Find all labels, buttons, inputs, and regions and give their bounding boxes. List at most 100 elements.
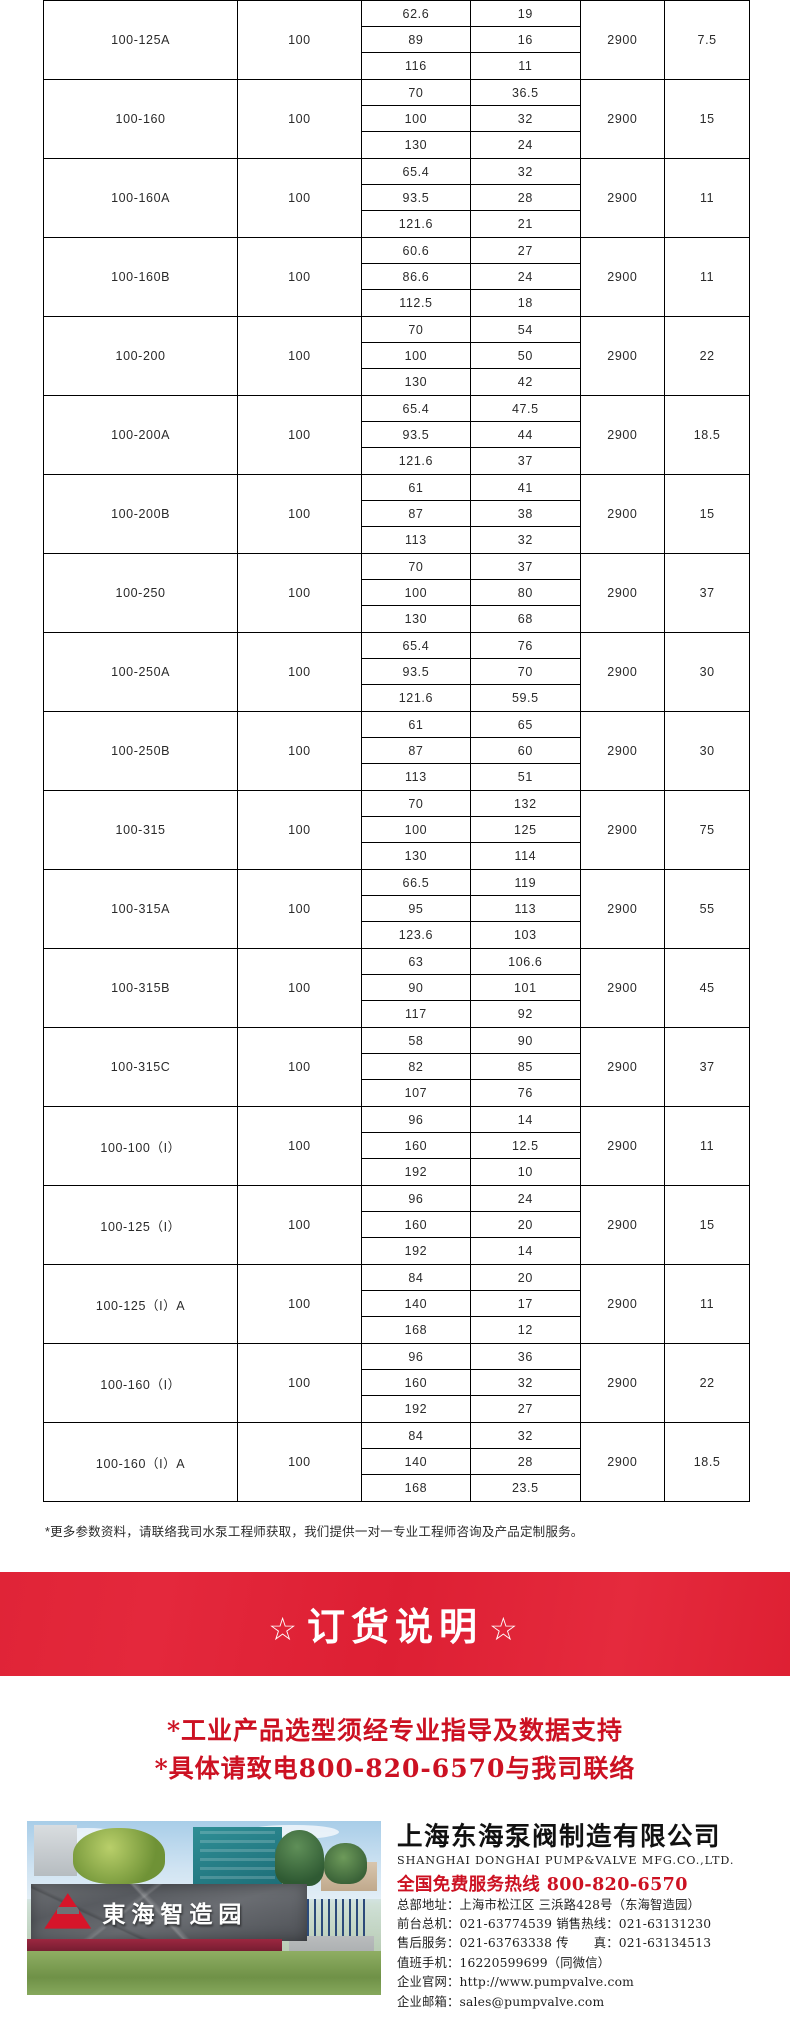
order-notice: *工业产品选型须经专业指导及数据支持 *具体请致电800-820-6570与我司… [0, 1676, 790, 1816]
cell-head-value: 42 [517, 375, 533, 389]
cell-flow: 96 160 192 [360, 1185, 472, 1265]
table-row: 100-160（I）A 100 84 140 168 32 28 23.5 2900 18.5 [42, 1422, 750, 1502]
cell-head-value: 65 [471, 712, 580, 738]
cell-model: 100-250 [42, 553, 239, 633]
cell-head-value: 27 [471, 238, 580, 264]
cell-head-value: 12.5 [471, 1133, 580, 1159]
table-row: 100-200 100 70 100 130 54 50 42 2900 22 [42, 316, 750, 396]
cell-model: 100-160 [42, 79, 239, 159]
cell-speed: 2900 [579, 1106, 666, 1186]
cell-head: 20 17 12 [470, 1264, 581, 1344]
cell-flow-value: 66.5 [361, 870, 471, 896]
cell-head-value: 85 [471, 1054, 580, 1080]
table-footnote: *更多参数资料，请联络我司水泵工程师获取，我们提供一对一专业工程师咨询及产品定制… [45, 1525, 584, 1539]
cell-head-value: 114 [514, 849, 537, 863]
cell-power: 37 [664, 1027, 750, 1107]
cell-head: 32 28 23.5 [470, 1422, 581, 1502]
cell-power: 55 [664, 869, 750, 949]
cell-diameter: 100 [237, 79, 362, 159]
cell-diameter: 100 [237, 1185, 362, 1265]
cell-speed: 2900 [579, 1422, 666, 1502]
table-row: 100-125A 100 62.6 89 116 19 16 11 2900 7.5 [42, 0, 750, 80]
cell-flow-value: 65.4 [361, 396, 471, 422]
cell-head-value: 68 [517, 612, 533, 626]
cell-flow-value: 70 [361, 791, 471, 817]
cell-flow-value: 63 [361, 949, 471, 975]
spec-table-container: 100-125A 100 62.6 89 116 19 16 11 2900 7.5 100-160… [42, 0, 750, 1502]
cell-model: 100-160（I）A [42, 1422, 239, 1502]
cell-flow-value: 60.6 [361, 238, 471, 264]
company-duty-mobile: 值班手机：16220599699（同微信） [397, 1955, 611, 1970]
cell-speed: 2900 [579, 1343, 666, 1423]
cell-head-value: 32 [471, 106, 580, 132]
cell-speed: 2900 [579, 158, 666, 238]
cell-diameter: 100 [237, 632, 362, 712]
cell-flow-value: 121.6 [398, 217, 434, 231]
cell-model: 100-125A [42, 0, 239, 80]
table-row: 100-200B 100 61 87 113 41 38 32 2900 15 [42, 474, 750, 554]
cell-head-value: 47.5 [471, 396, 580, 422]
cell-model: 100-200B [42, 474, 239, 554]
cell-head-value: 54 [471, 317, 580, 343]
cell-head-value: 12 [517, 1323, 533, 1337]
cell-flow: 66.5 95 123.6 [360, 869, 472, 949]
cell-diameter: 100 [237, 1422, 362, 1502]
cell-head-value: 11 [518, 59, 533, 73]
cell-power: 75 [664, 790, 750, 870]
cell-flow-value: 70 [361, 317, 471, 343]
cell-power: 11 [664, 158, 750, 238]
table-row: 100-160A 100 65.4 93.5 121.6 32 28 21 2900 11 [42, 158, 750, 238]
cell-speed: 2900 [579, 79, 666, 159]
cell-flow-value: 192 [404, 1244, 428, 1258]
cell-head-value: 20 [471, 1265, 580, 1291]
cell-flow: 65.4 93.5 121.6 [360, 158, 472, 238]
cell-diameter: 100 [237, 1027, 362, 1107]
cell-flow: 61 87 113 [360, 711, 472, 791]
cell-head-value: 28 [471, 185, 580, 211]
cell-model: 100-200 [42, 316, 239, 396]
cell-head: 132 125 114 [470, 790, 581, 870]
cell-head: 36.5 32 24 [470, 79, 581, 159]
table-row: 100-315C 100 58 82 107 90 85 76 2900 37 [42, 1027, 750, 1107]
cell-flow: 96 160 192 [360, 1343, 472, 1423]
cell-flow-value: 192 [404, 1402, 428, 1416]
cell-speed: 2900 [579, 1185, 666, 1265]
cell-head: 90 85 76 [470, 1027, 581, 1107]
cell-flow-value: 82 [361, 1054, 471, 1080]
cell-flow-value: 100 [361, 817, 471, 843]
notice-line-2: *具体请致电800-820-6570与我司联络 [154, 1754, 636, 1784]
cell-head: 54 50 42 [470, 316, 581, 396]
cell-flow-value: 140 [361, 1291, 471, 1317]
cell-head-value: 23.5 [511, 1481, 539, 1495]
cell-flow-value: 130 [404, 612, 428, 626]
company-info: 上海东海泵阀制造有限公司 SHANGHAI DONGHAI PUMP&VALVE… [397, 1821, 778, 2012]
cell-head-value: 17 [471, 1291, 580, 1317]
tree-icon [73, 1828, 166, 1884]
table-row: 100-160（I） 100 96 160 192 36 32 27 2900 22 [42, 1343, 750, 1423]
cell-flow-value: 160 [361, 1212, 471, 1238]
cell-flow: 65.4 93.5 121.6 [360, 632, 472, 712]
company-website: 企业官网：http://www.pumpvalve.com [397, 1975, 635, 1990]
cell-head-value: 113 [471, 896, 580, 922]
table-row: 100-315 100 70 100 130 132 125 114 2900 75 [42, 790, 750, 870]
table-row: 100-160B 100 60.6 86.6 112.5 27 24 18 2900 11 [42, 237, 750, 317]
cell-diameter: 100 [237, 316, 362, 396]
cell-speed: 2900 [579, 948, 666, 1028]
cell-flow-value: 58 [361, 1028, 471, 1054]
cell-head-value: 103 [513, 928, 537, 942]
table-row: 100-100（I） 100 96 160 192 14 12.5 10 2900 11 [42, 1106, 750, 1186]
stone-sign: 東海智造园 [30, 1883, 307, 1942]
cell-head-value: 32 [471, 159, 580, 185]
cell-head-value: 32 [471, 1423, 580, 1449]
table-row: 100-160 100 70 100 130 36.5 32 24 2900 15 [42, 79, 750, 159]
cell-power: 30 [664, 632, 750, 712]
cell-head: 119 113 103 [470, 869, 581, 949]
cell-flow-value: 84 [361, 1265, 471, 1291]
cell-speed: 2900 [579, 474, 666, 554]
cell-head-value: 19 [471, 1, 580, 27]
cell-model: 100-160（I） [42, 1343, 239, 1423]
cell-head-value: 132 [471, 791, 580, 817]
cell-model: 100-160A [42, 158, 239, 238]
gate [299, 1898, 371, 1940]
